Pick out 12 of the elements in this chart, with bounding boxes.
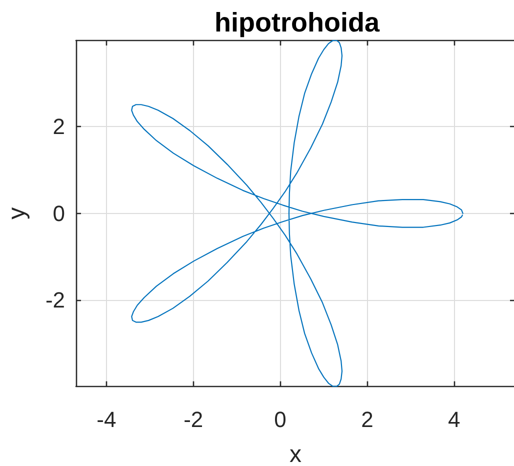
- x-tick-label: -4: [96, 406, 116, 432]
- y-tick-label: 2: [52, 114, 65, 140]
- chart-title: hipotrohoida: [214, 8, 380, 38]
- y-tick-label: -2: [45, 288, 65, 313]
- line-series: [131, 40, 464, 387]
- x-tick-label: -2: [184, 406, 204, 432]
- x-tick-label: 4: [448, 406, 460, 432]
- x-tick-label: 2: [361, 406, 374, 432]
- x-axis-title: x: [290, 440, 302, 466]
- x-tick-label: 0: [274, 406, 286, 432]
- y-tick-label: 0: [52, 200, 65, 226]
- y-axis-title: y: [4, 207, 30, 220]
